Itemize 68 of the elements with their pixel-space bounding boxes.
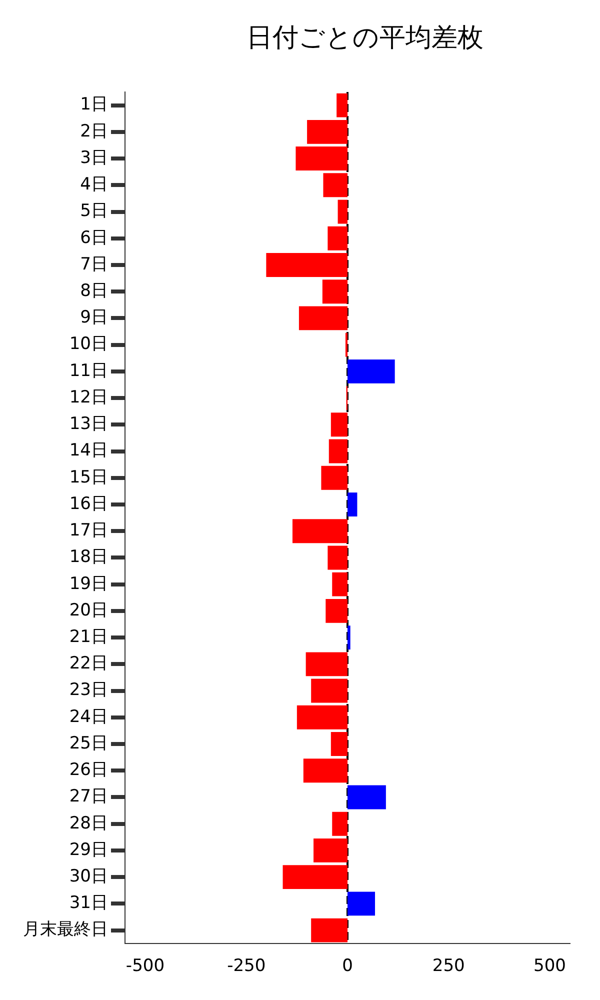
y-tick-label: 22日 — [69, 654, 108, 674]
x-tick-label: -500 — [126, 956, 165, 976]
y-tick-label: 20日 — [69, 600, 108, 620]
bar — [332, 572, 348, 596]
y-tick-label: 5日 — [80, 201, 108, 222]
x-tick-label: -250 — [227, 956, 266, 976]
x-tick-label: 250 — [432, 956, 465, 976]
bar — [298, 306, 348, 330]
bar — [348, 492, 358, 516]
y-tick-label: 21日 — [69, 626, 108, 647]
y-tick-label: 30日 — [69, 866, 108, 886]
y-tick-label: 31日 — [69, 893, 108, 914]
bar — [307, 120, 348, 144]
y-tick-label: 9日 — [80, 308, 108, 328]
bar — [348, 626, 350, 650]
bar — [282, 865, 348, 890]
y-tick-label: 15日 — [69, 467, 108, 488]
bar — [330, 732, 348, 756]
bar — [322, 280, 348, 304]
bar — [303, 758, 348, 783]
y-tick-label: 月末最終日 — [23, 920, 108, 940]
y-tick-label: 29日 — [69, 840, 108, 860]
bar — [326, 598, 348, 623]
bar — [328, 546, 348, 570]
bar — [292, 519, 348, 544]
y-tick-label: 12日 — [69, 387, 108, 408]
y-tick-label: 24日 — [69, 706, 108, 727]
bar — [311, 678, 348, 703]
y-tick-label: 19日 — [69, 574, 108, 594]
bar — [306, 652, 348, 676]
y-tick-label: 1日 — [80, 94, 108, 115]
x-tick-label: 500 — [534, 956, 566, 976]
y-tick-label: 17日 — [69, 520, 108, 541]
y-tick-label: 7日 — [80, 254, 108, 274]
bar — [321, 466, 348, 490]
y-tick-label: 26日 — [69, 760, 108, 780]
y-tick-label: 4日 — [80, 174, 108, 195]
bar — [323, 173, 348, 198]
bar — [330, 412, 348, 437]
y-tick-label: 2日 — [80, 121, 108, 142]
bar — [348, 359, 395, 384]
y-tick-label: 13日 — [69, 414, 108, 434]
y-tick-label: 3日 — [80, 148, 108, 168]
x-tick-label: 0 — [342, 956, 353, 976]
bar — [328, 226, 348, 250]
bar — [266, 253, 348, 277]
bar — [296, 705, 348, 730]
y-tick-label: 11日 — [69, 360, 108, 381]
y-tick-label: 23日 — [69, 680, 108, 700]
bar — [348, 785, 386, 810]
y-tick-label: 10日 — [69, 334, 108, 354]
bar — [332, 812, 348, 836]
chart-title: 日付ごとの平均差枚 — [246, 22, 484, 55]
y-tick-label: 27日 — [69, 786, 108, 807]
y-tick-label: 14日 — [69, 440, 108, 461]
y-tick-label: 28日 — [69, 813, 108, 834]
y-tick-label: 8日 — [80, 281, 108, 302]
y-tick-label: 18日 — [69, 547, 108, 568]
bar — [314, 838, 348, 862]
y-tick-label: 6日 — [80, 228, 108, 248]
y-tick-label: 25日 — [69, 733, 108, 754]
bar — [296, 146, 348, 171]
bar — [338, 200, 348, 224]
bar — [336, 93, 348, 118]
bar — [311, 918, 348, 942]
bar — [348, 892, 376, 916]
bar — [328, 439, 348, 464]
y-tick-label: 16日 — [69, 494, 108, 514]
